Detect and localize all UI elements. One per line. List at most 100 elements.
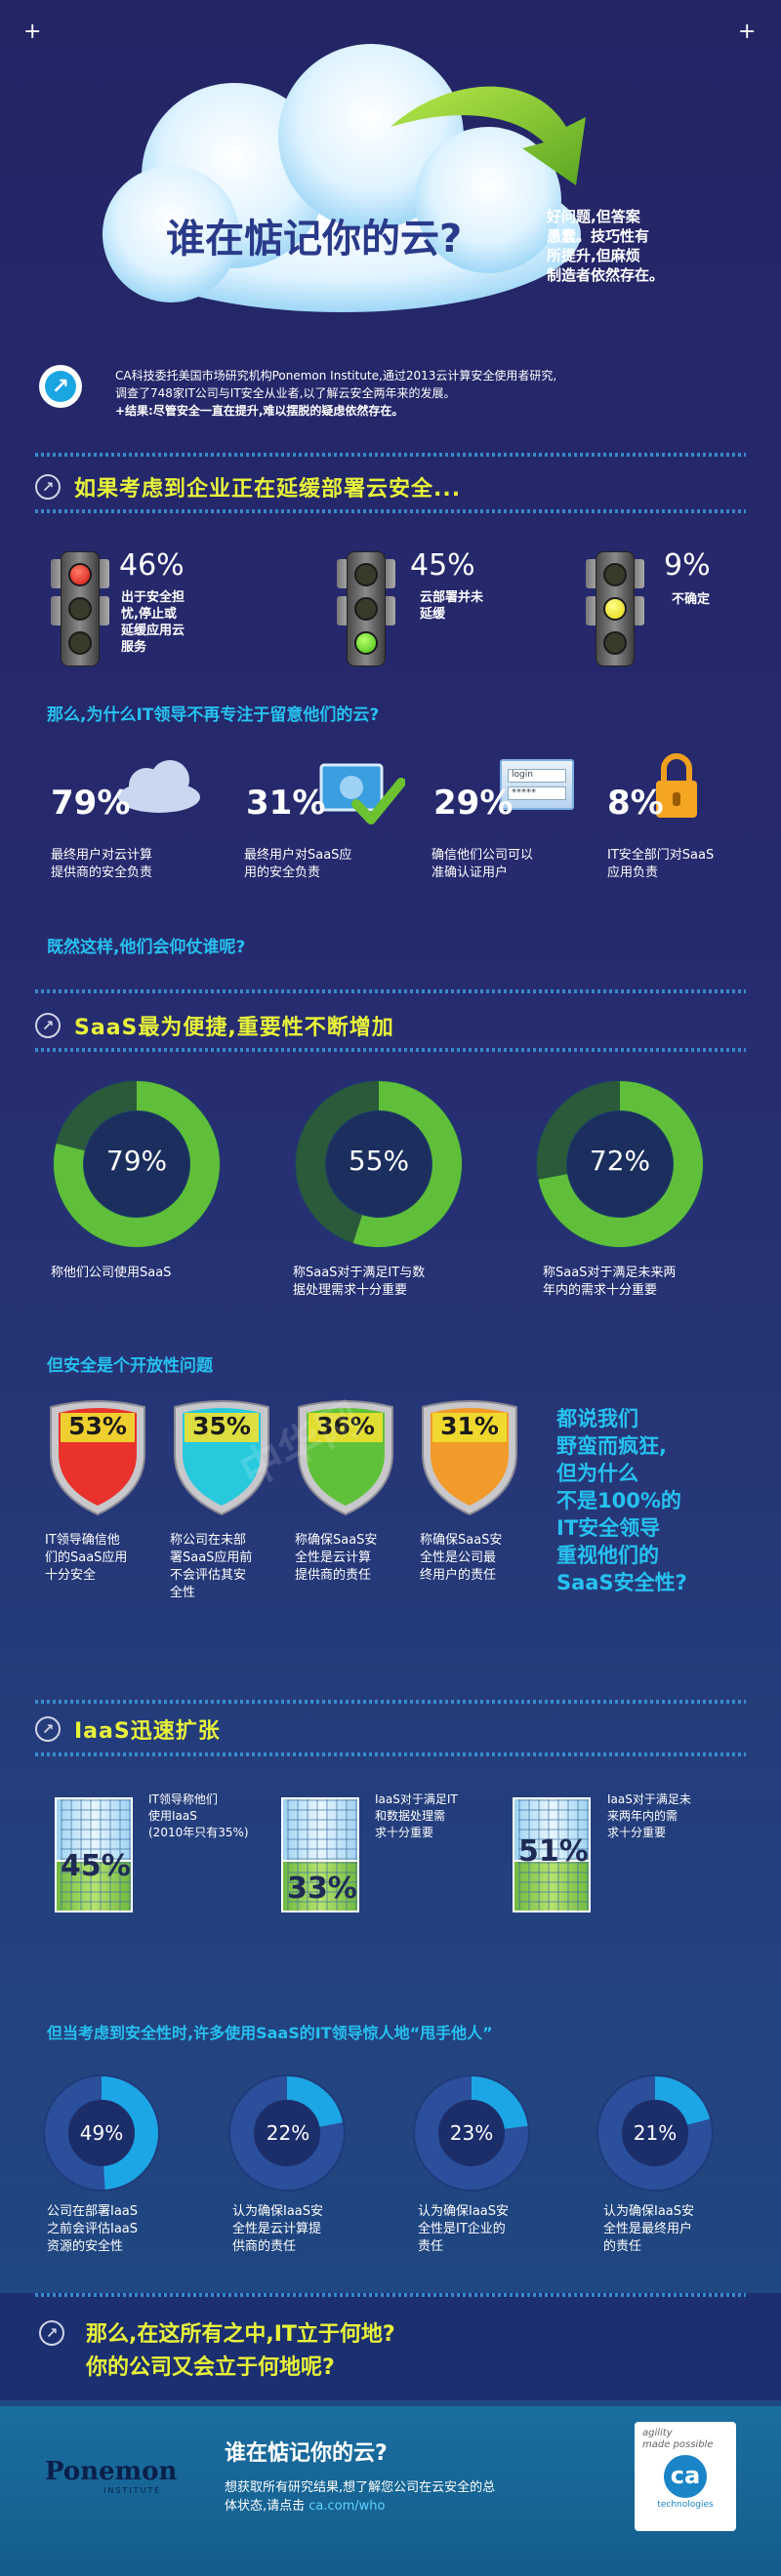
ponemon-logo[interactable]: Ponemon INSTITUTE bbox=[45, 2457, 178, 2495]
donut-hole bbox=[567, 1111, 673, 1217]
section-heading-delay: ↗ 如果考虑到企业正在延缓部署云安全... bbox=[35, 471, 461, 503]
intro-arrow-icon: ↗ bbox=[39, 365, 82, 408]
light-pct: 46% bbox=[119, 548, 185, 583]
arrow-circle-icon: ↗ bbox=[35, 1013, 61, 1038]
donut-desc: 称SaaS对于满足IT与数 据处理需求十分重要 bbox=[293, 1266, 426, 1298]
iaas-donut-charts bbox=[43, 2074, 714, 2192]
donut-arc bbox=[352, 1081, 462, 1247]
donut-label: 21% bbox=[633, 2121, 678, 2145]
donut-desc: 认为确保IaaS安 全性是最终用户 的责任 bbox=[603, 2204, 695, 2254]
donut-label: 79% bbox=[105, 1145, 168, 1177]
light-pct: 45% bbox=[410, 548, 475, 583]
building-icon bbox=[55, 1797, 133, 1912]
section-title: 如果考虑到企业正在延缓部署云安全... bbox=[74, 477, 462, 502]
section-heading-iaas: ↗ IaaS迅速扩张 bbox=[35, 1713, 221, 1745]
green-arrow-icon bbox=[390, 86, 586, 185]
donut-desc: 认为确保IaaS安 全性是云计算提 供商的责任 bbox=[232, 2204, 324, 2254]
shield-desc: 称确保SaaS安 全性是云计算 提供商的责任 bbox=[295, 1533, 378, 1583]
saas-donut-charts bbox=[53, 1080, 704, 1248]
building-desc: IaaS对于满足IT 和数据处理需 求十分重要 bbox=[375, 1792, 458, 1839]
question-text: 那么,为什么IT领导不再专注于留意他们的云? bbox=[47, 705, 380, 725]
question-text: 但安全是个开放性问题 bbox=[47, 1356, 213, 1376]
donut-label: 22% bbox=[266, 2121, 310, 2145]
stat-pct: 8% bbox=[607, 784, 664, 823]
donut-hole bbox=[68, 2100, 135, 2166]
question-text: 既然这样,他们会仰仗谁呢? bbox=[47, 938, 246, 957]
footer-link[interactable]: ca.com/who bbox=[308, 2499, 386, 2514]
shield-band bbox=[185, 1413, 259, 1442]
donut-desc: 称SaaS对于满足未来两 年内的需求十分重要 bbox=[543, 1266, 677, 1298]
stat-desc: 最终用户对云计算 提供商的安全负责 bbox=[51, 848, 153, 880]
building-pct: 51% bbox=[518, 1834, 589, 1869]
building-pct: 45% bbox=[61, 1849, 131, 1883]
donut-desc: 公司在部署IaaS 之前会评估IaaS 资源的安全性 bbox=[47, 2204, 139, 2254]
donut-arc bbox=[54, 1081, 220, 1247]
cloud-illustration bbox=[103, 44, 581, 312]
stat-pct: 79% bbox=[51, 784, 131, 823]
donut-hole bbox=[438, 2100, 505, 2166]
closing-text: 那么,在这所有之中,IT立于何地? 你的公司又会立于何地呢? bbox=[86, 2322, 395, 2380]
shield-charts bbox=[50, 1400, 517, 1516]
donut-label: 55% bbox=[348, 1145, 410, 1177]
light-pct: 9% bbox=[664, 548, 711, 583]
donut-arc bbox=[471, 2076, 528, 2130]
donut-hole bbox=[254, 2100, 320, 2166]
building-pct: 33% bbox=[287, 1872, 357, 1906]
donut-hole bbox=[326, 1111, 432, 1217]
donut-arc bbox=[654, 2076, 711, 2126]
building-desc: IT领导称他们 使用IaaS (2010年只有35%) bbox=[148, 1792, 249, 1839]
stat-pct: 29% bbox=[433, 784, 514, 823]
shield-band bbox=[432, 1413, 507, 1442]
footer-title: 谁在惦记你的云? bbox=[225, 2441, 388, 2466]
arrow-circle-icon: ↗ bbox=[39, 2320, 64, 2346]
donut-label: 72% bbox=[589, 1145, 651, 1177]
shield-pct: 35% bbox=[192, 1412, 251, 1440]
section-divider bbox=[35, 989, 746, 993]
building-desc: IaaS对于满足未 来两年内的需 求十分重要 bbox=[607, 1792, 691, 1839]
traffic-light-yellow-icon bbox=[586, 551, 644, 666]
stat-desc: IT安全部门对SaaS 应用负责 bbox=[607, 848, 715, 880]
closing-band bbox=[0, 2293, 781, 2400]
login-form-icon: login ***** bbox=[500, 759, 574, 810]
arrow-circle-icon: ↗ bbox=[35, 474, 61, 500]
donut-desc: 称他们公司使用SaaS bbox=[51, 1266, 172, 1280]
monitor-check-icon bbox=[319, 763, 405, 825]
section-divider bbox=[35, 509, 746, 513]
building-icon bbox=[281, 1797, 359, 1912]
traffic-light-green-icon bbox=[337, 551, 395, 666]
light-desc: 不确定 bbox=[672, 592, 711, 607]
traffic-light-red-icon bbox=[51, 551, 109, 666]
shield-band bbox=[308, 1413, 383, 1442]
section-divider bbox=[35, 1700, 746, 1704]
donut-desc: 认为确保IaaS安 全性是IT企业的 责任 bbox=[418, 2204, 510, 2254]
footer-body: 想获取所有研究结果,想了解您公司在云安全的总 体状态,请点击 ca.com/wh… bbox=[225, 2480, 496, 2514]
section-heading-saas: ↗ SaaS最为便捷,重要性不断增加 bbox=[35, 1010, 394, 1041]
light-desc: 云部署并未 延缓 bbox=[420, 590, 484, 622]
section-title: IaaS迅速扩张 bbox=[74, 1719, 221, 1744]
corner-mark: + bbox=[23, 20, 42, 44]
stat-desc: 最终用户对SaaS应 用的安全负责 bbox=[244, 848, 352, 880]
shield-band bbox=[61, 1413, 135, 1442]
question-text: 但当考虑到安全性时,许多使用SaaS的IT领导惊人地“甩手他人” bbox=[47, 2024, 493, 2042]
lock-icon bbox=[656, 753, 697, 818]
stat-desc: 确信他们公司可以 准确认证用户 bbox=[432, 848, 534, 880]
section-divider bbox=[35, 2293, 746, 2297]
corner-mark: + bbox=[738, 20, 757, 44]
arrow-circle-icon: ↗ bbox=[35, 1716, 61, 1742]
section-divider bbox=[35, 1752, 746, 1756]
section-divider bbox=[35, 453, 746, 457]
donut-label: 23% bbox=[449, 2121, 494, 2145]
donut-label: 49% bbox=[79, 2121, 124, 2145]
donut-hole bbox=[622, 2100, 688, 2166]
light-desc: 出于安全担 忧,停止或 延缓应用云 服务 bbox=[121, 590, 185, 655]
ca-logo[interactable]: agility made possible ca technologies bbox=[635, 2422, 736, 2531]
shield-pct: 53% bbox=[68, 1412, 127, 1440]
donut-arc bbox=[538, 1081, 703, 1247]
building-icon bbox=[513, 1797, 591, 1912]
donut-arc bbox=[286, 2076, 343, 2128]
callout-text: 都说我们 野蛮而疯狂, 但为什么 不是100%的 IT安全领导 重视他们的 SaaS安全… bbox=[556, 1407, 687, 1594]
donut-hole bbox=[84, 1111, 189, 1217]
shield-desc: 称确保SaaS安 全性是公司最 终用户的责任 bbox=[420, 1533, 503, 1583]
shield-pct: 31% bbox=[440, 1412, 499, 1440]
stat-pct: 31% bbox=[246, 784, 326, 823]
